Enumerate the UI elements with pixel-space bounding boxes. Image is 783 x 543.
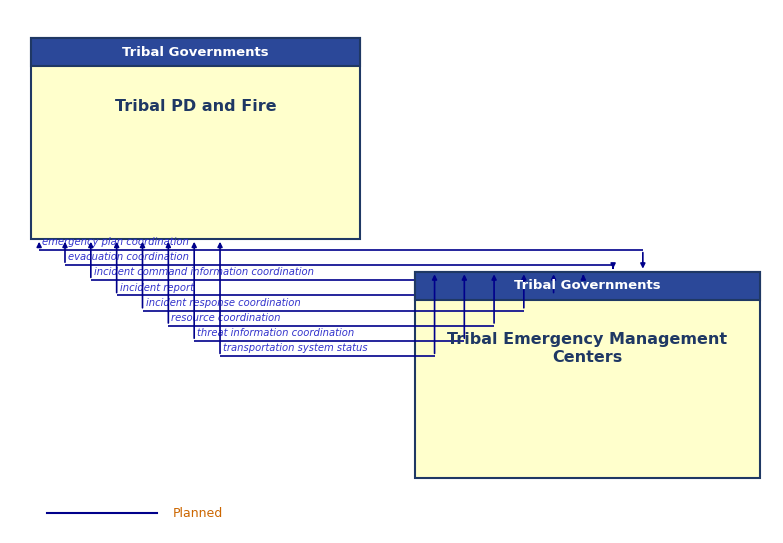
Text: incident command information coordination: incident command information coordinatio… xyxy=(94,268,314,277)
Text: Tribal Governments: Tribal Governments xyxy=(514,279,661,292)
Text: resource coordination: resource coordination xyxy=(171,313,281,323)
Text: emergency plan coordination: emergency plan coordination xyxy=(42,237,189,247)
Bar xyxy=(31,38,360,239)
Text: threat information coordination: threat information coordination xyxy=(197,329,355,338)
Text: Tribal Emergency Management
Centers: Tribal Emergency Management Centers xyxy=(447,332,727,365)
Bar xyxy=(415,272,760,300)
Text: Tribal Governments: Tribal Governments xyxy=(122,46,269,59)
Bar xyxy=(415,272,760,478)
Text: transportation system status: transportation system status xyxy=(223,344,368,353)
Bar xyxy=(31,38,360,66)
Text: incident response coordination: incident response coordination xyxy=(146,298,301,308)
Text: incident report: incident report xyxy=(120,283,194,293)
Text: Planned: Planned xyxy=(172,507,222,520)
Text: evacuation coordination: evacuation coordination xyxy=(68,252,189,262)
Text: Tribal PD and Fire: Tribal PD and Fire xyxy=(115,99,276,114)
